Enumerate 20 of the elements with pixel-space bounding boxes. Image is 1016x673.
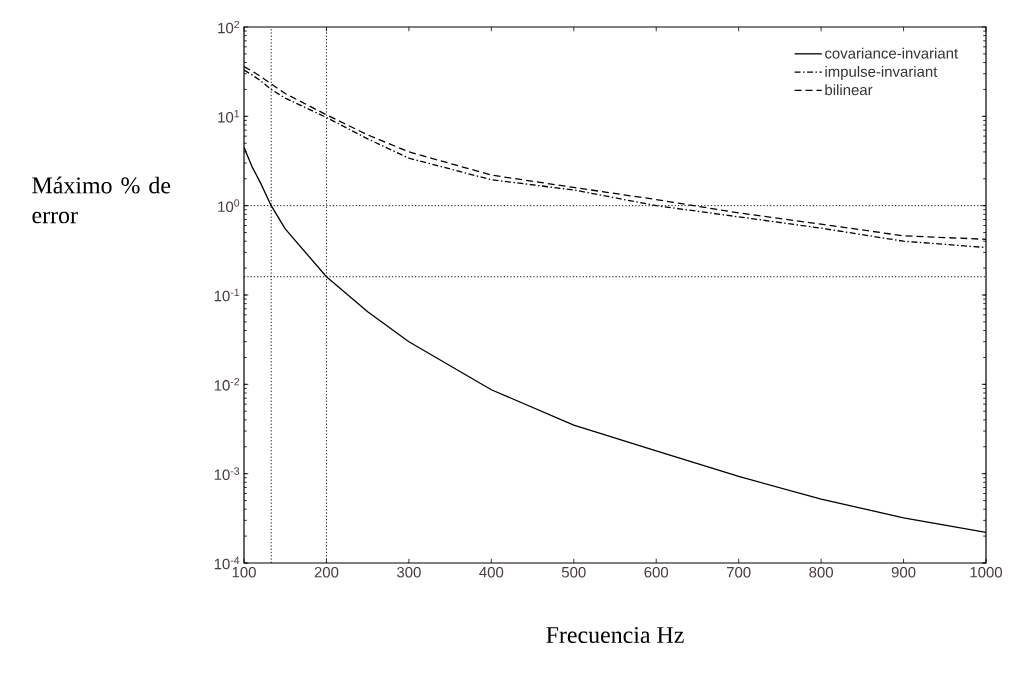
- y-tick-label: 10$^{2}$: [218, 20, 240, 34]
- legend-label: bilinear: [825, 84, 873, 96]
- y-tick-label: 10$^{-1}$: [214, 288, 240, 302]
- x-tick-label: 1000: [970, 566, 1003, 578]
- x-axis-title: Frecuencia Hz: [546, 626, 684, 644]
- x-tick-label: 900: [891, 566, 916, 578]
- x-tick-label: 300: [396, 566, 421, 578]
- y-tick-label: 10$^{-3}$: [214, 467, 240, 480]
- x-tick-label: 700: [726, 566, 751, 578]
- x-tick-label: 400: [479, 566, 504, 578]
- y-tick-label: 10$^{-2}$: [214, 378, 240, 391]
- legend-label: covariance-invariant: [825, 47, 959, 59]
- x-tick-label: 600: [644, 566, 669, 578]
- x-tick-label: 800: [809, 566, 833, 578]
- x-tick-label: 200: [314, 566, 339, 578]
- legend-label: impulse-invariant: [825, 65, 938, 80]
- x-tick-label: 500: [561, 566, 586, 578]
- y-tick-label: 10$^{0}$: [218, 199, 240, 212]
- y-axis-title: Máximo % de error: [32, 176, 171, 224]
- y-tick-label: 10$^{1}$: [218, 110, 240, 123]
